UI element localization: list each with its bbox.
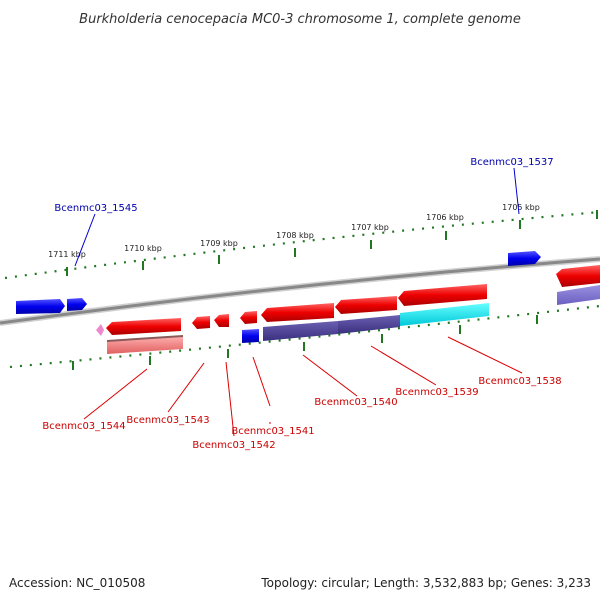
gene-label-bcenmc03-1543[interactable]: Bcenmc03_1543 bbox=[126, 415, 209, 426]
gene-arrow-bcenmc03-1542[interactable] bbox=[214, 314, 229, 327]
top-label-leaders bbox=[74, 167, 520, 267]
gene-block-bcenmc03-1539[interactable] bbox=[338, 315, 400, 334]
gene-arrow-bcenmc03-1541[interactable] bbox=[240, 311, 257, 324]
forward-genes bbox=[16, 251, 600, 314]
gene-arrow-bcenmc03-1543[interactable] bbox=[192, 316, 210, 329]
gene-block-cyan-1538[interactable] bbox=[400, 303, 489, 326]
bottom-label-leaders bbox=[83, 336, 523, 437]
ruler-label-1707: 1707 kbp bbox=[351, 223, 389, 232]
bottom-ruler-dots bbox=[9, 304, 600, 369]
gene-arrow-bcenmc03-1545[interactable] bbox=[67, 298, 87, 311]
gene-label-bcenmc03-1538[interactable]: Bcenmc03_1538 bbox=[478, 376, 561, 387]
gene-arrow-bcenmc03-1544[interactable] bbox=[106, 318, 181, 335]
gene-label-bcenmc03-1537[interactable]: Bcenmc03_1537 bbox=[470, 157, 553, 168]
gene-label-bcenmc03-1545[interactable]: Bcenmc03_1545 bbox=[54, 203, 137, 214]
top-ruler: 1711 kbp 1710 kbp 1709 kbp 1708 kbp 1707… bbox=[4, 203, 600, 280]
gene-label-bcenmc03-1540[interactable]: Bcenmc03_1540 bbox=[314, 397, 397, 408]
gene-arrow-bcenmc03-1546[interactable] bbox=[16, 299, 65, 314]
gene-block-offscreen-right[interactable] bbox=[557, 285, 600, 305]
gene-block-blue-small[interactable] bbox=[242, 329, 259, 343]
gene-arrow-bcenmc03-1538[interactable] bbox=[398, 284, 487, 306]
gene-arrow-offscreen-right[interactable] bbox=[556, 265, 600, 287]
bottom-ruler bbox=[9, 304, 600, 370]
gene-block-bcenmc03-1540[interactable] bbox=[263, 321, 338, 341]
ruler-label-1706: 1706 kbp bbox=[426, 213, 464, 222]
accession-text: Accession: NC_010508 bbox=[9, 576, 145, 590]
reverse-genes bbox=[96, 284, 489, 354]
gene-arrow-bcenmc03-1539[interactable] bbox=[335, 296, 397, 314]
gene-label-bcenmc03-1544[interactable]: Bcenmc03_1544 bbox=[42, 421, 125, 432]
ruler-label-1709: 1709 kbp bbox=[200, 239, 238, 248]
genome-title: Burkholderia cenocepacia MC0-3 chromosom… bbox=[79, 12, 521, 27]
gene-label-bcenmc03-1542[interactable]: Bcenmc03_1542 bbox=[192, 440, 275, 451]
gene-label-bcenmc03-1541[interactable]: Bcenmc03_1541 bbox=[231, 426, 314, 437]
topology-text: Topology: circular; Length: 3,532,883 bp… bbox=[260, 576, 591, 590]
gene-arrow-bcenmc03-1540[interactable] bbox=[261, 303, 334, 322]
chromosome-backbone bbox=[0, 256, 600, 326]
ruler-label-1705: 1705 kbp bbox=[502, 203, 540, 212]
ruler-label-1711: 1711 kbp bbox=[48, 250, 86, 259]
gene-marker-pink bbox=[96, 324, 104, 336]
gene-label-bcenmc03-1539[interactable]: Bcenmc03_1539 bbox=[395, 387, 478, 398]
gene-arrow-bcenmc03-1537[interactable] bbox=[508, 251, 541, 266]
ruler-label-1710: 1710 kbp bbox=[124, 244, 162, 253]
ruler-label-1708: 1708 kbp bbox=[276, 231, 314, 240]
